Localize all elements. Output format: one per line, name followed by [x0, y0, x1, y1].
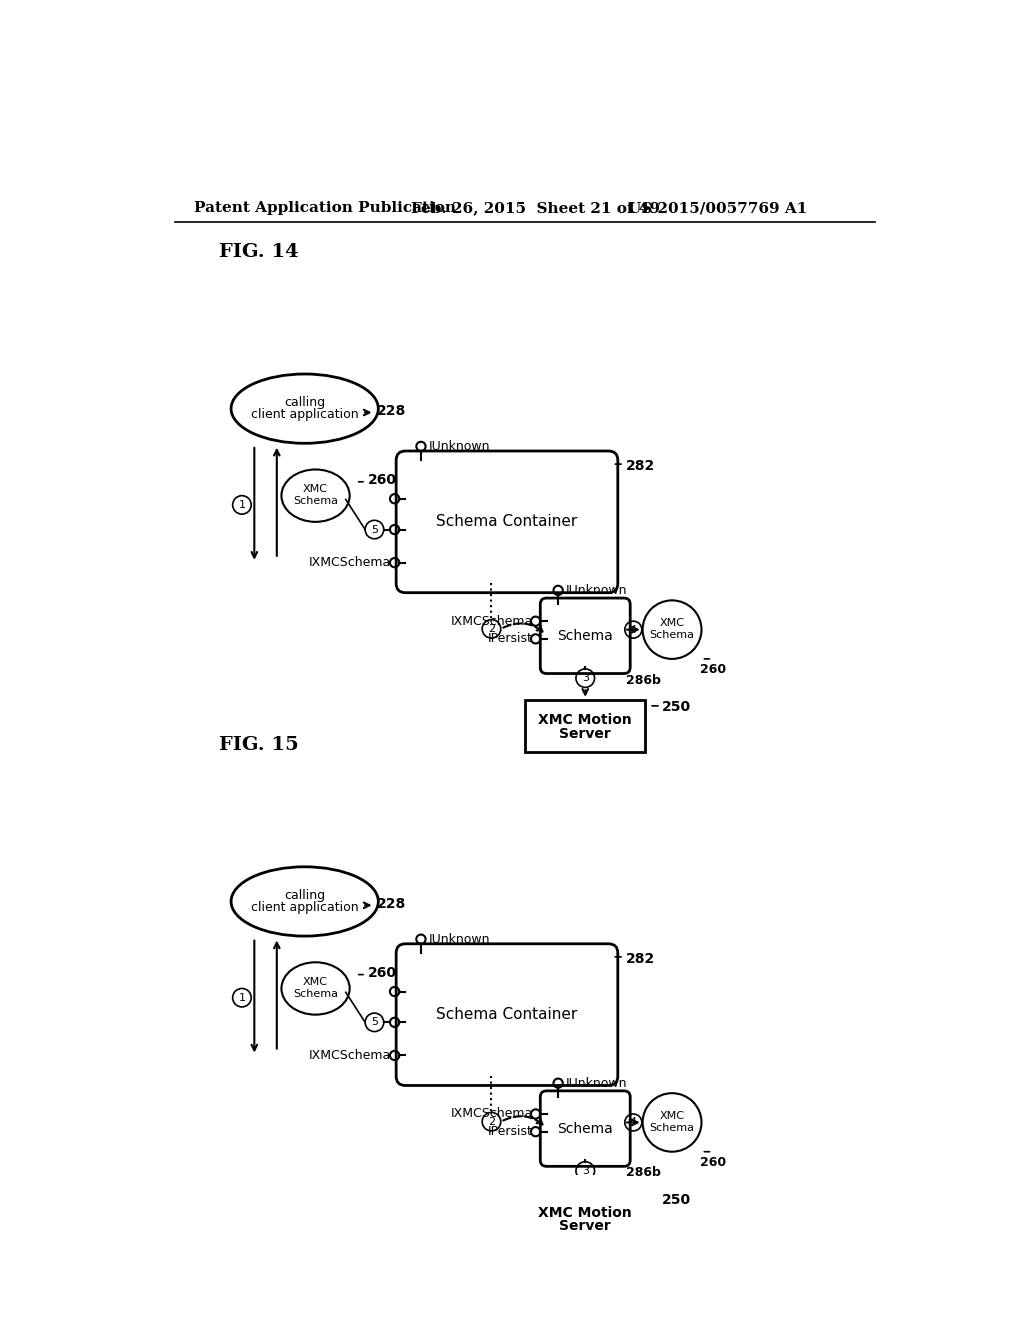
Text: client application: client application	[251, 902, 358, 915]
Text: 4: 4	[630, 1118, 637, 1127]
Text: 286b: 286b	[627, 673, 662, 686]
Text: 260: 260	[700, 1155, 726, 1168]
Text: 250: 250	[663, 1193, 691, 1208]
Text: calling: calling	[284, 888, 326, 902]
Text: Patent Application Publication: Patent Application Publication	[194, 202, 456, 215]
Text: Feb. 26, 2015  Sheet 21 of 49: Feb. 26, 2015 Sheet 21 of 49	[411, 202, 659, 215]
Text: 282: 282	[626, 459, 654, 474]
Text: 1: 1	[239, 500, 246, 510]
Text: 5: 5	[371, 524, 378, 535]
Text: 260: 260	[369, 966, 397, 979]
Text: FIG. 14: FIG. 14	[219, 243, 299, 261]
Text: 1: 1	[239, 993, 246, 1003]
Text: IUnknown: IUnknown	[566, 1077, 628, 1090]
Text: XMC Motion: XMC Motion	[539, 1206, 632, 1220]
Text: calling: calling	[284, 396, 326, 409]
Text: Server: Server	[559, 1220, 611, 1233]
Text: IXMCSchema: IXMCSchema	[451, 1107, 532, 1121]
Text: Schema Container: Schema Container	[436, 515, 578, 529]
Text: IPersist: IPersist	[487, 632, 532, 645]
Text: 5: 5	[371, 1018, 378, 1027]
Text: Schema: Schema	[293, 989, 338, 999]
Text: XMC: XMC	[303, 484, 328, 495]
Text: 260: 260	[369, 474, 397, 487]
Text: IUnknown: IUnknown	[429, 933, 490, 945]
Text: 3: 3	[582, 1166, 589, 1176]
Text: FIG. 15: FIG. 15	[219, 735, 299, 754]
Text: 2: 2	[487, 624, 495, 634]
Text: IUnknown: IUnknown	[566, 583, 628, 597]
Text: IUnknown: IUnknown	[429, 440, 490, 453]
Text: Schema: Schema	[557, 1122, 613, 1135]
Text: 3: 3	[582, 673, 589, 684]
Text: 250: 250	[663, 701, 691, 714]
Text: Schema: Schema	[293, 496, 338, 506]
Text: XMC: XMC	[659, 1111, 685, 1121]
Text: IPersist: IPersist	[487, 1125, 532, 1138]
Text: Schema: Schema	[649, 630, 694, 640]
Text: US 2015/0057769 A1: US 2015/0057769 A1	[628, 202, 807, 215]
Text: 286b: 286b	[627, 1167, 662, 1179]
Text: Schema: Schema	[557, 628, 613, 643]
Text: 228: 228	[377, 404, 407, 418]
Text: 260: 260	[700, 663, 726, 676]
Text: Server: Server	[559, 726, 611, 741]
Text: XMC: XMC	[659, 619, 685, 628]
Text: 2: 2	[487, 1117, 495, 1127]
Text: client application: client application	[251, 408, 358, 421]
Text: 4: 4	[630, 624, 637, 635]
Text: 282: 282	[626, 952, 654, 966]
Text: Schema Container: Schema Container	[436, 1007, 578, 1022]
Text: XMC: XMC	[303, 977, 328, 987]
Text: IXMCSchema: IXMCSchema	[451, 615, 532, 628]
Text: IXMCSchema: IXMCSchema	[309, 1049, 391, 1063]
Text: 228: 228	[377, 896, 407, 911]
Text: IXMCSchema: IXMCSchema	[309, 556, 391, 569]
Text: Schema: Schema	[649, 1123, 694, 1133]
Text: XMC Motion: XMC Motion	[539, 714, 632, 727]
